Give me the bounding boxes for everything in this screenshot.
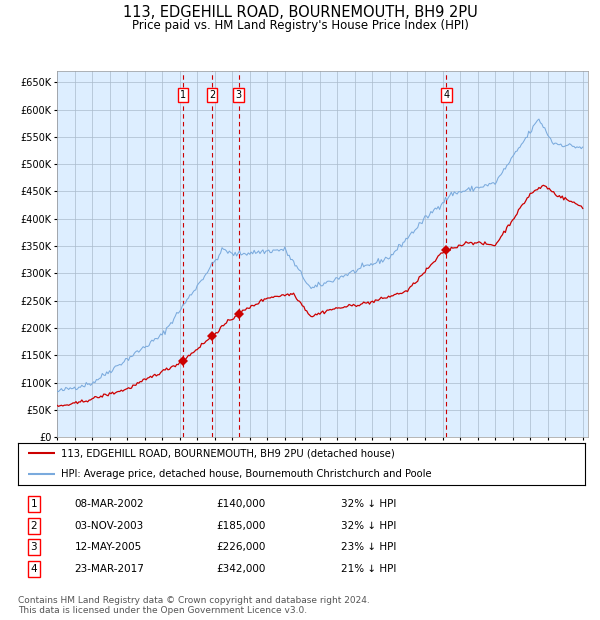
Text: 21% ↓ HPI: 21% ↓ HPI [341,564,397,574]
Text: 23-MAR-2017: 23-MAR-2017 [75,564,145,574]
Text: 113, EDGEHILL ROAD, BOURNEMOUTH, BH9 2PU: 113, EDGEHILL ROAD, BOURNEMOUTH, BH9 2PU [122,5,478,20]
Text: 08-MAR-2002: 08-MAR-2002 [75,499,145,509]
Text: HPI: Average price, detached house, Bournemouth Christchurch and Poole: HPI: Average price, detached house, Bour… [61,469,431,479]
Text: Contains HM Land Registry data © Crown copyright and database right 2024.: Contains HM Land Registry data © Crown c… [18,596,370,606]
Text: 2: 2 [31,521,37,531]
Text: 03-NOV-2003: 03-NOV-2003 [75,521,144,531]
Text: 23% ↓ HPI: 23% ↓ HPI [341,542,397,552]
Text: 3: 3 [31,542,37,552]
Text: 113, EDGEHILL ROAD, BOURNEMOUTH, BH9 2PU (detached house): 113, EDGEHILL ROAD, BOURNEMOUTH, BH9 2PU… [61,448,394,458]
Text: Price paid vs. HM Land Registry's House Price Index (HPI): Price paid vs. HM Land Registry's House … [131,19,469,32]
Text: 1: 1 [31,499,37,509]
Text: 4: 4 [443,90,449,100]
Text: £140,000: £140,000 [217,499,266,509]
Text: 1: 1 [180,90,186,100]
Text: 32% ↓ HPI: 32% ↓ HPI [341,521,397,531]
Text: £185,000: £185,000 [217,521,266,531]
Text: £342,000: £342,000 [217,564,266,574]
Text: 12-MAY-2005: 12-MAY-2005 [75,542,142,552]
Text: 3: 3 [235,90,242,100]
Text: 2: 2 [209,90,215,100]
Text: This data is licensed under the Open Government Licence v3.0.: This data is licensed under the Open Gov… [18,606,307,616]
Text: 32% ↓ HPI: 32% ↓ HPI [341,499,397,509]
Text: 4: 4 [31,564,37,574]
Text: £226,000: £226,000 [217,542,266,552]
